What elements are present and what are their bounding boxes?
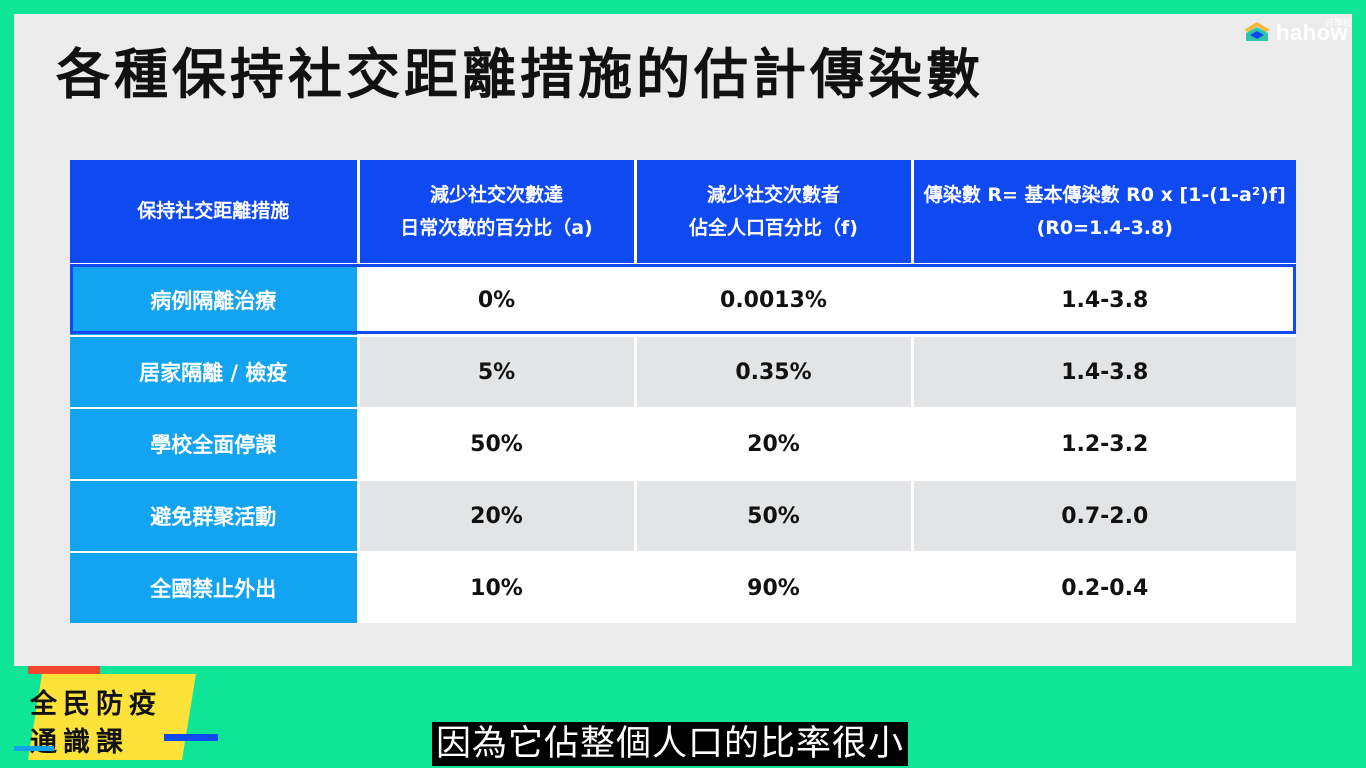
measure-cell: 病例隔離治療 [70, 263, 360, 336]
header-r-line1: 傳染數 R= 基本傳染數 R0 x [1-(1-a²)f] [923, 184, 1286, 207]
measure-cell: 居家隔離 / 檢疫 [70, 335, 360, 408]
header-r-line2: (R0=1.4-3.8) [1036, 216, 1173, 239]
r-cell: 1.2-3.2 [912, 407, 1296, 480]
logo-sub-text: 好學校 [1324, 19, 1352, 29]
a-cell: 50% [358, 407, 637, 480]
badge-cyan-bar [14, 746, 54, 751]
a-cell: 5% [358, 335, 637, 408]
table-row: 學校全面停課 50% 20% 1.2-3.2 [70, 407, 1296, 480]
r-cell: 1.4-3.8 [912, 335, 1296, 408]
badge-yellow-box [28, 674, 196, 760]
f-cell: 90% [635, 551, 914, 623]
f-cell: 50% [635, 479, 914, 552]
r-cell: 0.2-0.4 [912, 551, 1296, 623]
badge-line2: 通識課 [30, 727, 129, 758]
table-row: 居家隔離 / 檢疫 5% 0.35% 1.4-3.8 [70, 335, 1296, 408]
a-cell: 20% [358, 479, 637, 552]
a-cell: 10% [358, 551, 637, 623]
top-border-strip [0, 0, 1366, 14]
measures-table: 保持社交距離措施 減少社交次數達 日常次數的百分比（a) 減少社交次數者 佔全人… [70, 160, 1296, 623]
measure-cell: 全國禁止外出 [70, 551, 360, 623]
f-cell: 0.0013% [635, 263, 914, 336]
measure-cell: 學校全面停課 [70, 407, 360, 480]
table-header-row: 保持社交距離措施 減少社交次數達 日常次數的百分比（a) 減少社交次數者 佔全人… [70, 160, 1296, 264]
right-border-strip [1352, 14, 1366, 666]
badge-blue-bar [164, 734, 218, 741]
logo-house-icon [1244, 22, 1270, 41]
course-badge: 全民防疫 通識課 [14, 666, 218, 768]
logo-brand-text: hahow [1276, 20, 1349, 45]
table-row: 避免群聚活動 20% 50% 0.7-2.0 [70, 479, 1296, 552]
hahow-logo: hahow 好學校 [1238, 14, 1358, 50]
table-row: 病例隔離治療 0% 0.0013% 1.4-3.8 [70, 263, 1296, 336]
badge-line1: 全民防疫 [30, 689, 162, 720]
header-f-line1: 減少社交次數者 [706, 184, 840, 207]
f-cell: 0.35% [635, 335, 914, 408]
header-reproduction-r: 傳染數 R= 基本傳染數 R0 x [1-(1-a²)f] (R0=1.4-3.… [912, 160, 1296, 264]
header-measure-label: 保持社交距離措施 [137, 200, 290, 223]
table-row: 全國禁止外出 10% 90% 0.2-0.4 [70, 551, 1296, 623]
a-cell: 0% [358, 263, 637, 336]
header-f-line2: 佔全人口百分比（f) [689, 216, 858, 239]
header-population-f: 減少社交次數者 佔全人口百分比（f) [635, 160, 914, 264]
f-cell: 20% [635, 407, 914, 480]
measure-cell: 避免群聚活動 [70, 479, 360, 552]
slide-title: 各種保持社交距離措施的估計傳染數 [56, 43, 984, 106]
badge-red-bar [28, 666, 100, 674]
header-measure: 保持社交距離措施 [70, 160, 360, 264]
video-subtitle: 因為它佔整個人口的比率很小 [432, 722, 909, 766]
r-cell: 0.7-2.0 [912, 479, 1296, 552]
left-border-strip [0, 14, 14, 666]
header-a-line2: 日常次數的百分比（a) [400, 216, 593, 239]
header-reduction-a: 減少社交次數達 日常次數的百分比（a) [358, 160, 637, 264]
header-a-line1: 減少社交次數達 [429, 184, 563, 207]
r-cell: 1.4-3.8 [912, 263, 1296, 336]
